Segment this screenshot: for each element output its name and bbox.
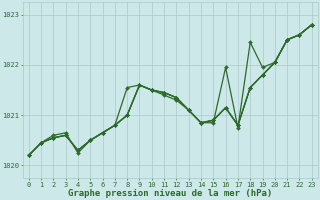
X-axis label: Graphe pression niveau de la mer (hPa): Graphe pression niveau de la mer (hPa) bbox=[68, 189, 272, 198]
